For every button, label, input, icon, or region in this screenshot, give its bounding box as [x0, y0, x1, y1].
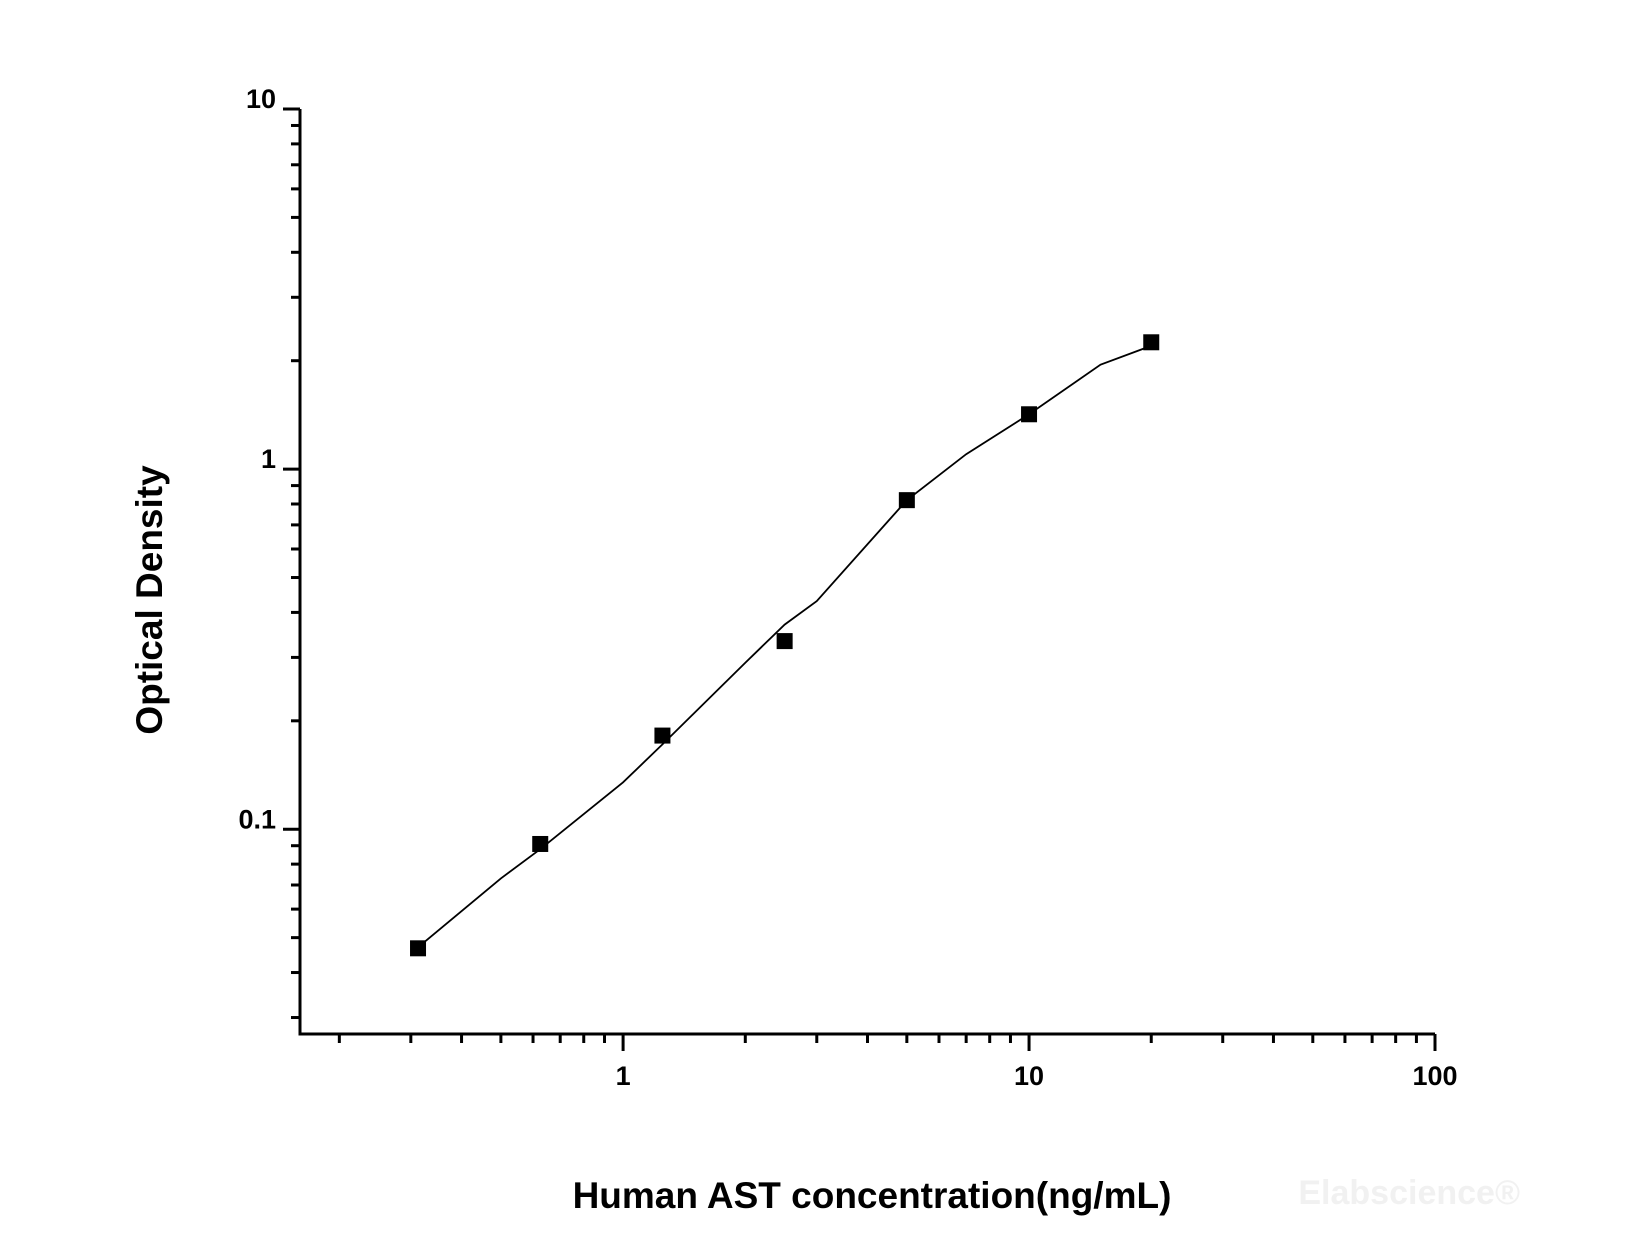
data-point	[654, 727, 671, 744]
y-tick-label: 10	[246, 84, 276, 114]
y-tick-label: 0.1	[238, 804, 276, 834]
data-point	[1021, 406, 1038, 423]
x-tick-label: 1	[616, 1061, 631, 1091]
data-point	[898, 492, 915, 509]
x-axis-label: Human AST concentration(ng/mL)	[573, 1175, 1172, 1216]
y-axis-label: Optical Density	[129, 465, 170, 735]
y-tick-label: 1	[261, 444, 276, 474]
watermark: Elabscience®	[1298, 1174, 1520, 1212]
x-tick-label: 100	[1412, 1061, 1457, 1091]
x-tick-label: 10	[1014, 1061, 1044, 1091]
data-point	[1143, 334, 1160, 351]
data-point	[532, 835, 549, 852]
data-point	[776, 633, 793, 650]
data-point	[410, 940, 427, 957]
